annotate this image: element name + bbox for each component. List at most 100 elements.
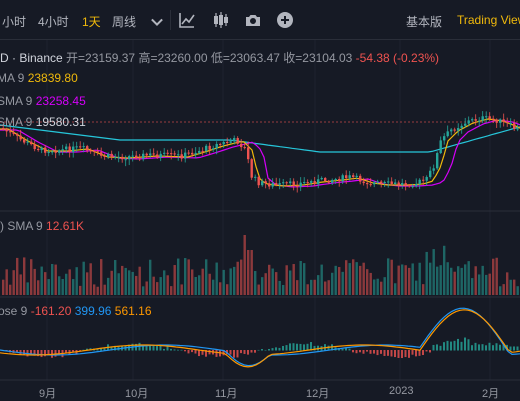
volume-bar	[89, 263, 92, 295]
volume-bar	[404, 265, 407, 295]
candle-body	[110, 153, 113, 158]
interval-1h[interactable]: 小时	[2, 15, 27, 29]
macd-histogram-bar	[460, 341, 463, 351]
candle-body	[184, 152, 187, 159]
candle-body	[404, 183, 407, 186]
macd-histogram-bar	[380, 350, 382, 354]
volume-bar	[422, 284, 425, 295]
volume-bar	[373, 279, 376, 295]
ma-legend-2: SMA 9 23258.45	[0, 94, 86, 108]
candle-body	[128, 156, 131, 160]
candle-body	[292, 181, 295, 186]
macd-histogram-bar	[394, 350, 396, 358]
macd-histogram-bar	[275, 347, 277, 351]
candle-body	[247, 147, 250, 160]
macd-histogram-bar	[509, 346, 512, 351]
add-icon[interactable]	[276, 11, 294, 29]
candle-body	[425, 177, 428, 181]
chevron-down-icon[interactable]	[148, 13, 166, 31]
candle-body	[191, 152, 194, 155]
candle-body	[166, 152, 169, 154]
symbol-legend: D · Binance 开=23159.37 高=23260.00 低=2306…	[0, 49, 439, 66]
candle-body	[341, 175, 344, 182]
volume-bar	[474, 266, 477, 295]
volume-bar	[100, 259, 103, 295]
candle-body	[310, 181, 313, 183]
screenshot-icon[interactable]	[244, 11, 262, 29]
candle-body	[194, 152, 197, 155]
interval-week[interactable]: 周线	[112, 15, 137, 29]
candle-body	[471, 119, 474, 121]
x-tick-label: 9月	[39, 388, 57, 400]
volume-bar	[23, 257, 26, 295]
macd-histogram-bar	[478, 344, 480, 351]
macd-histogram-bar	[362, 350, 365, 354]
macd-histogram-bar	[47, 350, 50, 356]
macd-histogram-bar	[488, 342, 491, 351]
volume-bar	[33, 268, 36, 295]
volume-bar	[149, 259, 152, 295]
volume-bar	[61, 278, 64, 295]
candle-body	[226, 141, 229, 143]
volume-bar	[44, 272, 47, 295]
candle-body	[303, 182, 306, 184]
candle-body	[26, 141, 29, 143]
candle-body	[254, 176, 257, 178]
volume-bar	[156, 282, 159, 295]
macd-histogram-bar	[250, 350, 253, 353]
basic-view-toggle[interactable]: 基本版	[406, 15, 443, 29]
candle-body	[100, 152, 103, 156]
candle-body	[79, 146, 82, 148]
volume-bar	[285, 265, 288, 295]
candle-body	[408, 185, 411, 187]
candle-body	[429, 170, 432, 178]
macd-histogram-bar	[303, 344, 305, 351]
tradingview-toggle[interactable]: Trading View	[457, 13, 520, 27]
volume-bar	[331, 272, 334, 295]
macd-histogram-bar	[383, 350, 386, 356]
interval-1d[interactable]: 1天	[82, 15, 101, 29]
macd-histogram-bar	[341, 348, 344, 351]
macd-pane	[0, 307, 520, 368]
x-tick-label: 11月	[215, 388, 238, 400]
candle-body	[345, 175, 348, 179]
candle-body	[187, 152, 190, 154]
candle-body	[264, 181, 267, 184]
volume-bar	[121, 265, 124, 295]
volume-bar	[362, 262, 365, 295]
macd-histogram-bar	[306, 343, 309, 351]
price-chart[interactable]	[0, 40, 520, 400]
candle-type-icon[interactable]	[212, 11, 230, 29]
macd-histogram-bar	[313, 345, 316, 351]
volume-bar	[198, 275, 201, 295]
candle-body	[453, 129, 456, 131]
candle-body	[261, 181, 264, 186]
volume-bar	[506, 272, 509, 295]
interval-4h[interactable]: 4小时	[38, 15, 69, 29]
low-value: 低=23063.47	[210, 51, 280, 65]
volume-bar	[513, 279, 516, 295]
macd-histogram-bar	[44, 350, 46, 357]
candle-body	[327, 181, 330, 183]
volume-bar	[205, 259, 208, 295]
ma-label: SMA 9	[0, 115, 33, 129]
volume-bar	[173, 265, 176, 295]
candle-body	[37, 149, 40, 151]
candle-body	[513, 123, 516, 129]
volume-bars	[2, 235, 519, 295]
ma-label: MA 9	[0, 71, 25, 85]
candle-body	[338, 179, 341, 182]
candle-body	[47, 152, 50, 154]
macd-histogram-bar	[397, 350, 400, 358]
macd-histogram-bar	[366, 350, 368, 352]
volume-bar	[240, 259, 243, 295]
volume-bar	[177, 258, 180, 295]
candle-body	[233, 138, 236, 142]
macd-histogram-bar	[233, 350, 235, 358]
indicators-icon[interactable]	[178, 11, 196, 29]
candle-body	[5, 129, 8, 132]
volume-bar	[397, 265, 400, 295]
macd-histogram-bar	[247, 350, 249, 355]
volume-bar	[9, 284, 12, 295]
candle-body	[481, 116, 484, 121]
